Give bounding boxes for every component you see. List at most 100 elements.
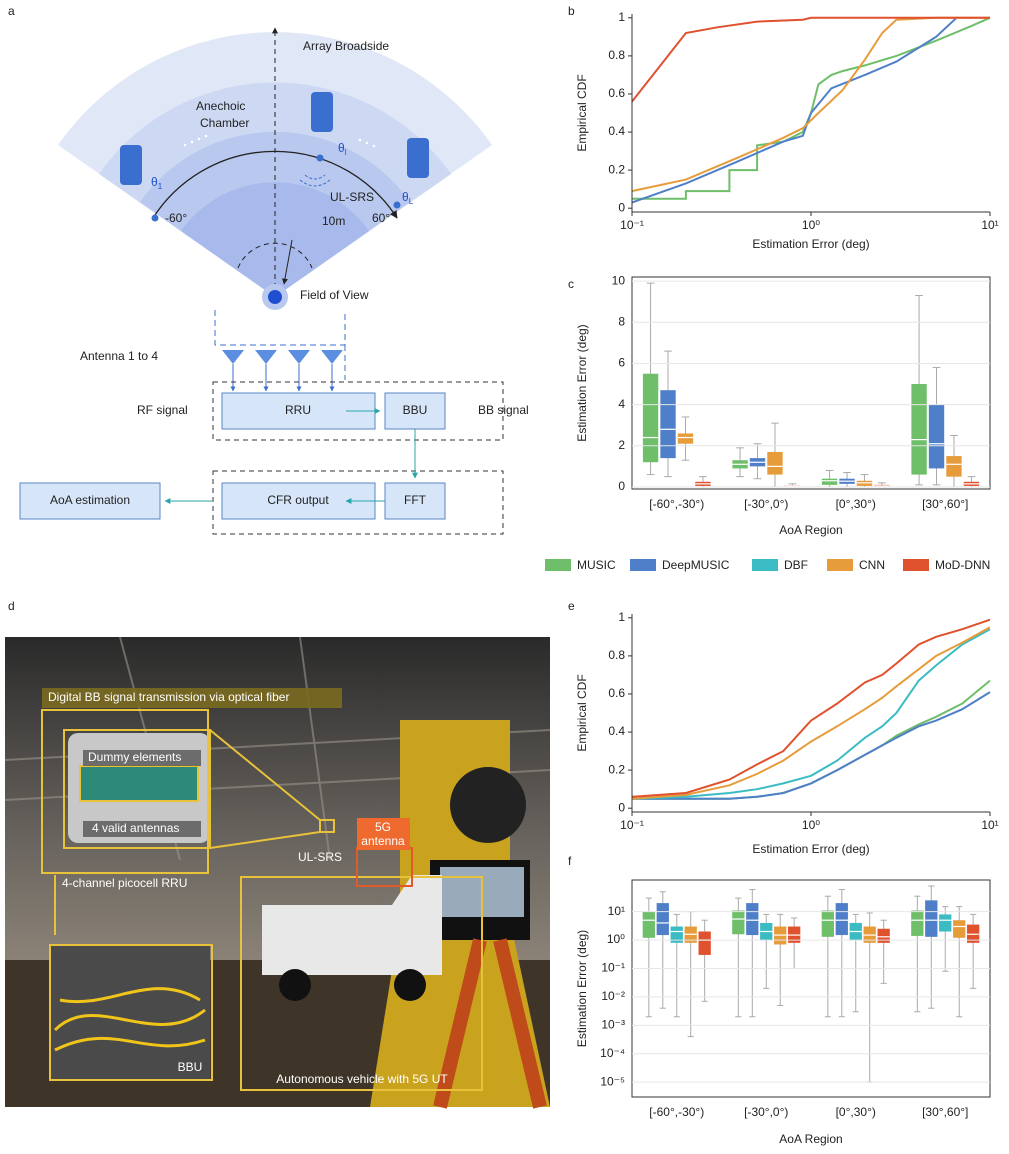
y-tick-label: 0.4 <box>608 124 625 138</box>
photo-label: UL-SRS <box>298 850 342 864</box>
box <box>767 452 782 475</box>
box <box>732 910 744 934</box>
panel-label: a <box>8 4 15 18</box>
y-tick-label: 0.2 <box>608 762 625 776</box>
label: UL-SRS <box>330 190 374 204</box>
label: Field of View <box>300 288 369 302</box>
cdf-line <box>632 681 990 799</box>
label: Antenna 1 to 4 <box>80 349 158 363</box>
y-tick-label: 6 <box>618 356 625 370</box>
y-tick-label: 10⁻⁵ <box>600 1074 625 1088</box>
cdf-line <box>632 620 990 797</box>
photo-label: Digital BB signal transmission via optic… <box>48 690 289 704</box>
legend-swatch <box>827 559 853 571</box>
y-tick-label: 1 <box>618 10 625 24</box>
y-tick-label: 0.8 <box>608 648 625 662</box>
panel-label: c <box>568 277 574 291</box>
box <box>929 405 944 469</box>
y-tick-label: 0.2 <box>608 162 625 176</box>
box <box>822 479 837 485</box>
x-tick-label: 10¹ <box>981 818 998 832</box>
x-axis-title: Estimation Error (deg) <box>752 842 869 856</box>
figure: a b c d e f Array Broadside Anechoic Cha… <box>0 0 1009 1154</box>
dot <box>394 202 401 209</box>
label: -60° <box>165 211 187 225</box>
box <box>643 374 658 463</box>
array <box>268 290 282 304</box>
cdf-line <box>632 18 990 191</box>
lens <box>450 767 526 843</box>
y-tick-label: 0 <box>618 479 625 493</box>
label: RF signal <box>137 403 188 417</box>
box <box>836 903 848 935</box>
cdf-line <box>632 627 990 798</box>
wheel <box>394 969 426 1001</box>
y-axis-title: Estimation Error (deg) <box>575 324 589 441</box>
box <box>911 384 926 475</box>
legend-label: DBF <box>784 558 808 572</box>
box <box>953 920 965 938</box>
y-axis-title: Empirical CDF <box>575 674 589 751</box>
cdf-line <box>632 692 990 799</box>
diagram: Array Broadside Anechoic Chamber θ1 θl θ… <box>20 28 529 534</box>
legend-label: MUSIC <box>577 558 616 572</box>
rru-board <box>80 766 198 801</box>
box <box>643 912 655 938</box>
panel-label: d <box>8 599 15 613</box>
x-tick-label: 10⁰ <box>802 818 820 832</box>
block-label: AoA estimation <box>50 493 130 507</box>
photo-label: 4 valid antennas <box>92 821 179 835</box>
cdf-line <box>632 18 990 199</box>
y-tick-label: 0.6 <box>608 686 625 700</box>
label: BB signal <box>478 403 529 417</box>
box <box>699 932 711 955</box>
y-tick-label: 0.6 <box>608 86 625 100</box>
wheel <box>279 969 311 1001</box>
box <box>878 929 890 943</box>
x-tick-label: 10⁻¹ <box>620 818 644 832</box>
panel-label: b <box>568 4 575 18</box>
panel-label: f <box>568 854 572 868</box>
x-tick-label: [0°,30°) <box>836 1105 876 1119</box>
box <box>678 433 693 443</box>
photo-label: BBU <box>178 1060 203 1074</box>
y-axis-title: Estimation Error (deg) <box>575 930 589 1047</box>
legend-swatch <box>545 559 571 571</box>
legend-label: DeepMUSIC <box>662 558 730 572</box>
y-tick-label: 0 <box>618 200 625 214</box>
x-tick-label: 10⁰ <box>802 218 820 232</box>
legend-swatch <box>752 559 778 571</box>
box <box>946 456 961 477</box>
y-tick-label: 10⁰ <box>607 932 625 946</box>
phone <box>407 138 429 178</box>
dot <box>152 215 159 222</box>
x-axis-title: Estimation Error (deg) <box>752 237 869 251</box>
label: Array Broadside <box>303 39 389 53</box>
x-tick-label: [-60°,-30°) <box>649 1105 704 1119</box>
phone <box>311 92 333 132</box>
cdf-line <box>632 18 957 203</box>
antenna-feeds <box>233 364 332 391</box>
block-label: CFR output <box>267 493 329 507</box>
dot <box>317 155 324 162</box>
box <box>657 903 669 935</box>
y-tick-label: 10⁻⁴ <box>600 1046 625 1060</box>
block-label: BBU <box>403 403 428 417</box>
x-tick-label: [-30°,0°) <box>744 1105 788 1119</box>
legend-label: MoD-DNN <box>935 558 990 572</box>
antennas <box>222 350 343 364</box>
x-tick-label: [30°,60°] <box>922 1105 968 1119</box>
y-tick-label: 10⁻³ <box>601 1017 625 1031</box>
photo: Digital BB signal transmission via optic… <box>5 637 550 1107</box>
cdf-line <box>632 18 990 102</box>
x-axis-title: AoA Region <box>779 1132 842 1146</box>
y-tick-label: 0.8 <box>608 48 625 62</box>
label: Anechoic <box>196 99 245 113</box>
y-axis-title: Empirical CDF <box>575 74 589 151</box>
box <box>822 910 834 936</box>
photo-label: Autonomous vehicle with 5G UT <box>276 1072 448 1086</box>
label: 60° <box>372 211 390 225</box>
legend-swatch <box>630 559 656 571</box>
y-tick-label: 4 <box>618 397 625 411</box>
y-tick-label: 0.4 <box>608 724 625 738</box>
